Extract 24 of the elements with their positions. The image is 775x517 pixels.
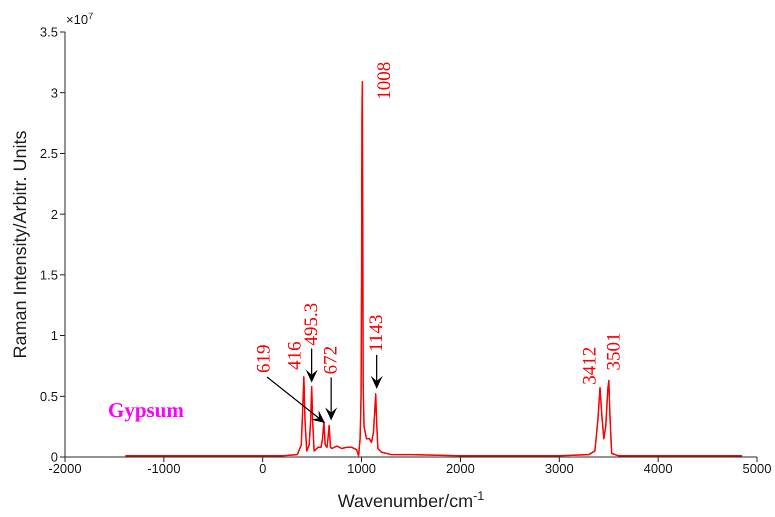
annotation: 1143: [366, 314, 388, 352]
annotation: 3412: [580, 346, 601, 385]
annotation: 672: [320, 346, 342, 374]
x-tick-label: 2000: [446, 461, 475, 476]
annotation: 619: [254, 344, 274, 373]
x-axis-title: Wavenumber/cm$^{-1}$: [338, 489, 484, 511]
text: ×10$^{7}$: [66, 11, 94, 27]
x-tick-label: 5000: [742, 461, 772, 476]
y-tick-label: 2: [50, 206, 58, 222]
x-tick-label: 4000: [644, 461, 673, 476]
y-tick-label: 3: [50, 85, 58, 100]
y-tick-label: 1.5: [40, 267, 58, 282]
y-tick-label: 0.5: [40, 388, 58, 404]
annotation: 1008: [374, 62, 395, 100]
annotation: 3501: [603, 332, 624, 370]
y-axis-title: Raman Intensity/Arbitr. Units: [10, 130, 30, 359]
x-tick-label: 1000: [347, 461, 376, 476]
y-tick-label: 1: [50, 328, 58, 344]
annotation: Gypsum: [108, 398, 184, 423]
x-tick-label: 0: [259, 461, 266, 476]
y-tick-label: 3.5: [40, 24, 58, 40]
y-tick-label: 2.5: [40, 146, 58, 162]
x-tick-label: 3000: [544, 461, 574, 476]
x-tick-label: -1000: [147, 461, 180, 476]
